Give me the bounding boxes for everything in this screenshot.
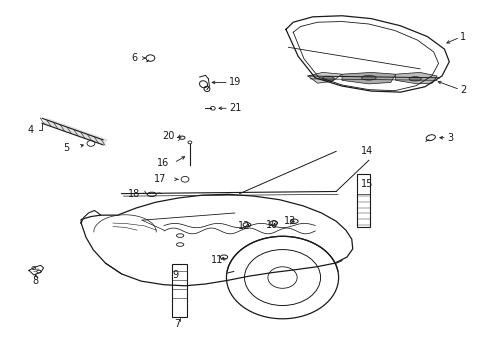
Ellipse shape	[361, 76, 375, 80]
Text: 10: 10	[266, 220, 278, 230]
Text: 19: 19	[228, 77, 241, 87]
Text: 15: 15	[360, 179, 372, 189]
Ellipse shape	[322, 76, 334, 81]
Text: 11: 11	[211, 255, 223, 265]
Polygon shape	[341, 72, 395, 84]
Text: 20: 20	[162, 131, 175, 141]
Polygon shape	[395, 72, 436, 84]
Text: 17: 17	[154, 174, 166, 184]
Text: 2: 2	[459, 85, 466, 95]
Bar	[356, 174, 369, 227]
Text: 13: 13	[283, 216, 295, 226]
Text: 9: 9	[172, 270, 178, 280]
Text: 7: 7	[173, 319, 180, 329]
Text: 21: 21	[228, 103, 241, 113]
Bar	[172, 264, 186, 317]
Text: 5: 5	[63, 143, 69, 153]
Text: 6: 6	[131, 53, 137, 63]
Text: 1: 1	[459, 32, 465, 42]
Text: 8: 8	[32, 276, 39, 286]
Text: 14: 14	[360, 145, 372, 156]
Ellipse shape	[408, 77, 420, 81]
Polygon shape	[42, 118, 108, 145]
Polygon shape	[307, 72, 341, 83]
Text: 16: 16	[157, 158, 169, 168]
Text: 18: 18	[128, 189, 141, 199]
Text: 3: 3	[446, 133, 452, 143]
Text: 4: 4	[27, 125, 34, 135]
Text: 12: 12	[238, 221, 250, 231]
